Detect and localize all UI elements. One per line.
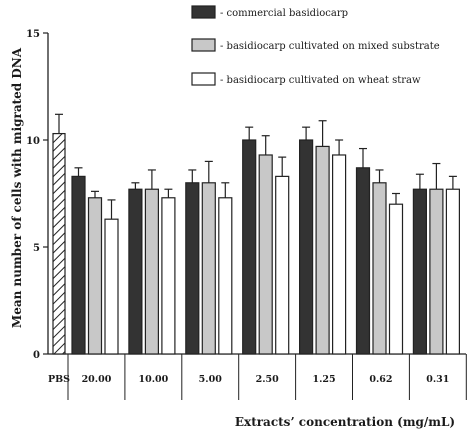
bar-1-1.25 [299, 139, 314, 355]
bar-1-20.00 [71, 175, 86, 355]
legend-swatch-3 [191, 72, 216, 86]
bar-2-20.00 [87, 197, 103, 355]
bar-2-5.00 [201, 182, 216, 355]
bar-2-0.31 [429, 188, 444, 355]
legend-swatch-1 [191, 5, 216, 19]
x-tick-label: 0.62 [369, 374, 392, 385]
bar-3-5.00 [218, 197, 233, 355]
bar-1-0.31 [412, 188, 427, 355]
legend-swatch-2 [191, 38, 216, 52]
y-tick-label: 5 [33, 243, 40, 254]
y-axis-title: Mean number of cells with migrated DNA [10, 47, 24, 328]
bar-2-10.00 [144, 188, 159, 355]
bar-3-2.50 [275, 175, 290, 355]
legend-label-2: - basidiocarp cultivated on mixed substr… [220, 41, 440, 52]
x-tick-label: 20.00 [82, 374, 112, 385]
x-tick-label: 0.31 [426, 374, 449, 385]
x-tick-label-pbs: PBS [48, 374, 70, 385]
x-tick-label: 2.50 [256, 374, 280, 385]
legend-label-3: - basidiocarp cultivated on wheat straw [220, 75, 421, 86]
y-tick-label: 0 [33, 350, 40, 361]
y-tick-label: 15 [26, 29, 40, 40]
bar-3-0.31 [445, 188, 460, 355]
x-axis-title: Extracts’ concentration (mg/mL) [235, 415, 455, 429]
bar-2-0.62 [372, 182, 387, 355]
legend-label-1: - commercial basidiocarp [220, 8, 348, 19]
bar-3-10.00 [161, 197, 176, 355]
x-tick-label: 1.25 [312, 374, 335, 385]
bar-3-0.62 [388, 203, 404, 355]
bar-1-10.00 [128, 188, 143, 355]
bar-1-0.62 [355, 167, 371, 355]
bar-1-5.00 [185, 182, 200, 355]
bar-control-pbs [52, 132, 66, 355]
bar-3-20.00 [104, 218, 119, 355]
bar-1-2.50 [242, 139, 257, 355]
x-tick-label: 5.00 [199, 374, 223, 385]
y-tick-label: 10 [26, 136, 40, 147]
bar-2-1.25 [315, 145, 330, 355]
bar-3-1.25 [332, 154, 347, 355]
x-tick-label: 10.00 [138, 374, 168, 385]
bar-2-2.50 [258, 154, 273, 355]
